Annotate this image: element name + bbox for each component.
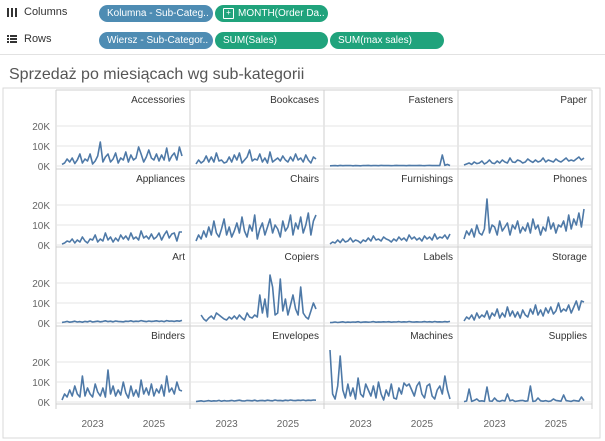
visualization-area: Sprzedaż po miesiącach wg sub-kategorii … bbox=[0, 58, 605, 441]
panel-title: Appliances bbox=[136, 174, 185, 185]
y-tick-label: 20K bbox=[32, 122, 50, 133]
columns-pill-month[interactable]: + MONTH(Order Da.. bbox=[215, 5, 328, 22]
y-tick-label: 10K bbox=[32, 221, 50, 232]
panel-title: Bookcases bbox=[270, 95, 319, 106]
panel-title: Furnishings bbox=[401, 174, 453, 185]
series-line-paper bbox=[463, 156, 585, 166]
rows-icon bbox=[6, 33, 18, 45]
columns-pill-subcategory[interactable]: Kolumna - Sub-Categ.. bbox=[99, 5, 213, 22]
series-line-appliances bbox=[61, 230, 182, 245]
series-line-machines bbox=[329, 349, 451, 401]
series-line-bookcases bbox=[195, 149, 317, 165]
y-tick-label: 0K bbox=[38, 241, 51, 252]
panel-title: Accessories bbox=[131, 95, 185, 106]
series-line-phones bbox=[463, 198, 585, 240]
panel-title: Supplies bbox=[549, 331, 587, 342]
panel-title: Art bbox=[172, 252, 185, 263]
y-tick-label: 10K bbox=[32, 378, 50, 389]
series-line-chairs bbox=[195, 212, 317, 242]
panel-title: Storage bbox=[552, 252, 587, 263]
series-line-accessories bbox=[61, 141, 183, 166]
panel-title: Binders bbox=[151, 331, 185, 342]
panel-title: Paper bbox=[560, 95, 587, 106]
series-line-art bbox=[61, 319, 183, 324]
x-tick-label: 2025 bbox=[411, 419, 434, 430]
columns-shelf: Columns Kolumna - Sub-Categ.. + MONTH(Ord… bbox=[0, 0, 605, 28]
y-tick-label: 0K bbox=[38, 319, 51, 330]
y-tick-label: 20K bbox=[32, 279, 50, 290]
series-line-fasteners bbox=[329, 154, 451, 167]
columns-label-text: Columns bbox=[24, 6, 68, 18]
columns-pill-month-label: MONTH(Order Da.. bbox=[238, 8, 325, 19]
series-line-supplies bbox=[463, 385, 585, 403]
panel-title: Fasteners bbox=[409, 95, 453, 106]
series-line-binders bbox=[61, 369, 183, 401]
x-tick-label: 2023 bbox=[484, 419, 507, 430]
y-tick-label: 10K bbox=[32, 142, 50, 153]
rows-shelf-label: Rows bbox=[6, 33, 52, 45]
y-tick-label: 0K bbox=[38, 398, 51, 409]
viz-frame bbox=[2, 87, 601, 439]
panel-title: Copiers bbox=[285, 252, 319, 263]
columns-icon bbox=[6, 6, 18, 18]
series-line-envelopes bbox=[195, 399, 317, 403]
y-tick-label: 10K bbox=[32, 299, 50, 310]
chart-title: Sprzedaż po miesiącach wg sub-kategorii bbox=[9, 66, 305, 83]
panel-title: Envelopes bbox=[272, 331, 319, 342]
x-tick-label: 2023 bbox=[82, 419, 105, 430]
y-tick-label: 20K bbox=[32, 358, 50, 369]
panel-title: Machines bbox=[410, 331, 453, 342]
x-tick-label: 2025 bbox=[143, 419, 166, 430]
x-tick-label: 2025 bbox=[277, 419, 300, 430]
expand-icon: + bbox=[223, 7, 234, 19]
series-line-furnishings bbox=[329, 233, 451, 245]
rows-pill-sum-max-sales[interactable]: SUM(max sales) bbox=[330, 32, 444, 49]
panel-title: Phones bbox=[553, 174, 587, 185]
x-tick-label: 2023 bbox=[216, 419, 239, 430]
y-tick-label: 20K bbox=[32, 201, 50, 212]
series-line-labels bbox=[329, 320, 451, 324]
x-tick-label: 2025 bbox=[545, 419, 568, 430]
rows-pill-subcategory[interactable]: Wiersz - Sub-Categor.. bbox=[99, 32, 213, 49]
y-tick-label: 0K bbox=[38, 162, 51, 173]
series-line-copiers bbox=[200, 274, 317, 322]
rows-pill-sum-sales[interactable]: SUM(Sales) bbox=[215, 32, 328, 49]
small-multiples-chart: 0K 10K 20K 0K 10K 20K 0K 10K 20K 0K 10K 20K Accessor… bbox=[2, 87, 601, 439]
series-line-storage bbox=[463, 300, 585, 322]
rows-shelf: Rows Wiersz - Sub-Categor.. SUM(Sales) S… bbox=[0, 27, 605, 55]
rows-label-text: Rows bbox=[24, 33, 52, 45]
columns-shelf-label: Columns bbox=[6, 6, 67, 18]
panel-title: Chairs bbox=[290, 174, 319, 185]
x-tick-label: 2023 bbox=[350, 419, 373, 430]
panel-title: Labels bbox=[424, 252, 453, 263]
